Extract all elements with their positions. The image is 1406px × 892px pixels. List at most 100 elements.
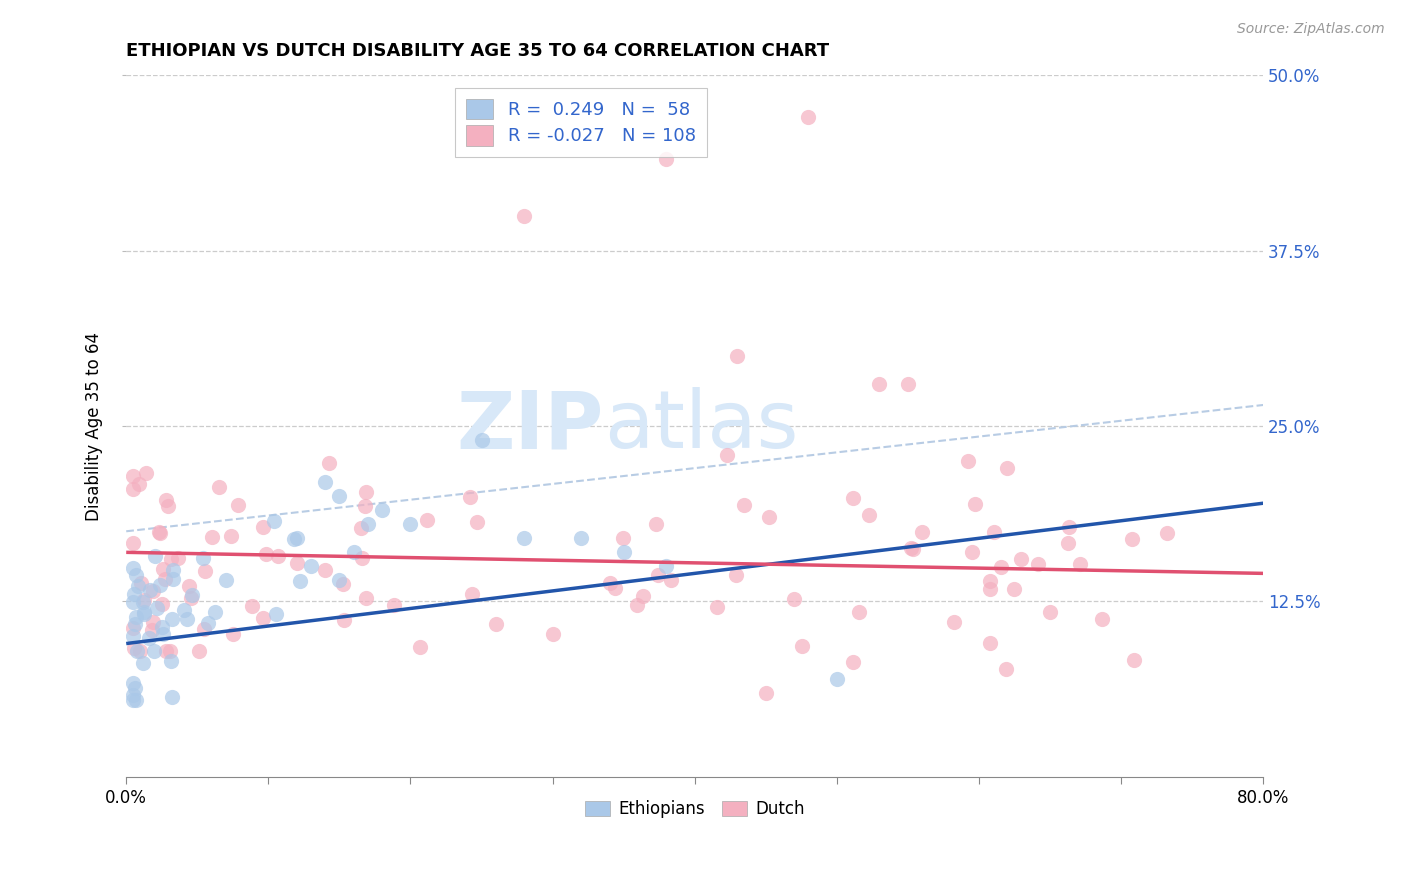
Point <box>152 561 174 575</box>
Point <box>343 545 366 559</box>
Point <box>125 692 148 706</box>
Point <box>605 581 627 595</box>
Point <box>783 592 806 607</box>
Point <box>612 532 634 546</box>
Point <box>353 499 375 513</box>
Point <box>180 591 202 605</box>
Point <box>724 568 747 582</box>
Point <box>149 578 172 592</box>
Point <box>173 603 195 617</box>
Point <box>659 573 682 587</box>
Point <box>124 681 146 696</box>
Point <box>409 640 432 654</box>
Point <box>208 480 231 494</box>
Point <box>204 605 226 619</box>
Point <box>145 600 167 615</box>
Point <box>995 461 1018 475</box>
Point <box>706 599 728 614</box>
Point <box>128 643 150 657</box>
Point <box>122 676 145 690</box>
Point <box>122 482 145 496</box>
Point <box>194 564 217 578</box>
Point <box>1156 525 1178 540</box>
Point <box>990 559 1012 574</box>
Point <box>1091 612 1114 626</box>
Text: Source: ZipAtlas.com: Source: ZipAtlas.com <box>1237 22 1385 37</box>
Point <box>911 524 934 539</box>
Point <box>350 551 373 566</box>
Point <box>180 588 202 602</box>
Point <box>569 531 592 545</box>
Point <box>141 623 163 637</box>
Point <box>513 209 536 223</box>
Point <box>254 548 277 562</box>
Point <box>513 531 536 545</box>
Point <box>541 627 564 641</box>
Point <box>790 639 813 653</box>
Point <box>162 563 184 577</box>
Point <box>152 627 174 641</box>
Point <box>382 598 405 612</box>
Point <box>267 549 290 563</box>
Point <box>176 612 198 626</box>
Point <box>290 574 312 588</box>
Point <box>957 454 980 468</box>
Point <box>655 153 678 167</box>
Point <box>191 550 214 565</box>
Point <box>470 433 492 447</box>
Y-axis label: Disability Age 35 to 64: Disability Age 35 to 64 <box>86 332 103 521</box>
Point <box>328 574 350 588</box>
Point <box>1057 536 1080 550</box>
Point <box>733 499 755 513</box>
Point <box>132 593 155 607</box>
Text: atlas: atlas <box>603 387 799 465</box>
Point <box>979 574 1001 589</box>
Point <box>399 517 422 532</box>
Point <box>221 626 243 640</box>
Point <box>357 517 380 532</box>
Point <box>125 610 148 624</box>
Point <box>983 524 1005 539</box>
Point <box>242 599 264 613</box>
Point <box>160 612 183 626</box>
Point <box>150 597 173 611</box>
Point <box>143 644 166 658</box>
Point <box>328 489 350 503</box>
Point <box>197 616 219 631</box>
Point <box>283 532 305 546</box>
Point <box>160 690 183 704</box>
Point <box>1121 532 1143 546</box>
Point <box>127 644 149 658</box>
Point <box>842 491 865 505</box>
Point <box>825 672 848 686</box>
Point <box>124 567 146 582</box>
Point <box>134 606 156 620</box>
Point <box>725 349 748 363</box>
Point <box>1039 605 1062 619</box>
Point <box>122 595 145 609</box>
Text: ETHIOPIAN VS DUTCH DISABILITY AGE 35 TO 64 CORRELATION CHART: ETHIOPIAN VS DUTCH DISABILITY AGE 35 TO … <box>127 42 830 60</box>
Text: ZIP: ZIP <box>457 387 603 465</box>
Legend: Ethiopians, Dutch: Ethiopians, Dutch <box>578 793 811 825</box>
Point <box>314 563 336 577</box>
Point <box>160 654 183 668</box>
Point <box>960 545 983 559</box>
Point <box>1059 519 1081 533</box>
Point <box>122 688 145 702</box>
Point <box>122 692 145 706</box>
Point <box>177 579 200 593</box>
Point <box>965 497 987 511</box>
Point <box>215 573 238 587</box>
Point <box>942 615 965 630</box>
Point <box>252 520 274 534</box>
Point <box>122 587 145 601</box>
Point <box>264 607 287 621</box>
Point <box>263 514 285 528</box>
Point <box>226 498 249 512</box>
Point <box>900 541 922 555</box>
Point <box>299 559 322 574</box>
Point <box>285 531 308 545</box>
Point <box>613 545 636 559</box>
Point <box>979 582 1001 596</box>
Point <box>314 475 336 490</box>
